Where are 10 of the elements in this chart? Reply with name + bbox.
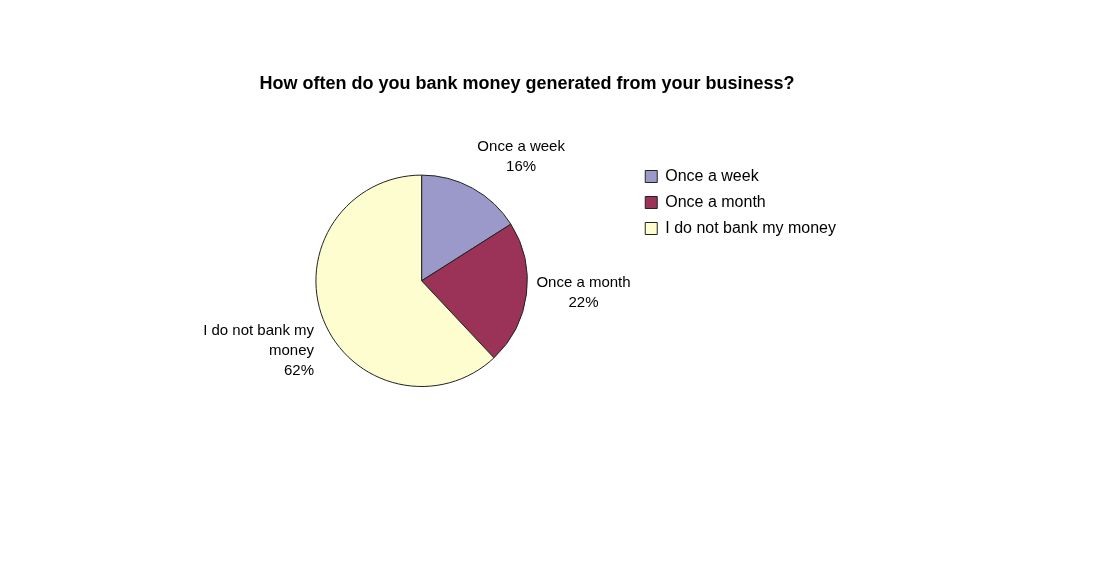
slice-label: Once a month [536, 272, 631, 290]
legend-label: I do not bank my money [665, 218, 837, 236]
data-label: 62% [284, 361, 315, 379]
data-label: 16% [506, 157, 537, 175]
chart-title: How often do you bank money generated from your business? [259, 72, 795, 93]
slice-label: Once a week [477, 137, 566, 155]
data-label: 22% [568, 292, 599, 310]
slice-label: I do not bank my money [203, 321, 315, 359]
legend-label: Once a week [665, 166, 760, 184]
legend-label: Once a month [665, 192, 766, 210]
